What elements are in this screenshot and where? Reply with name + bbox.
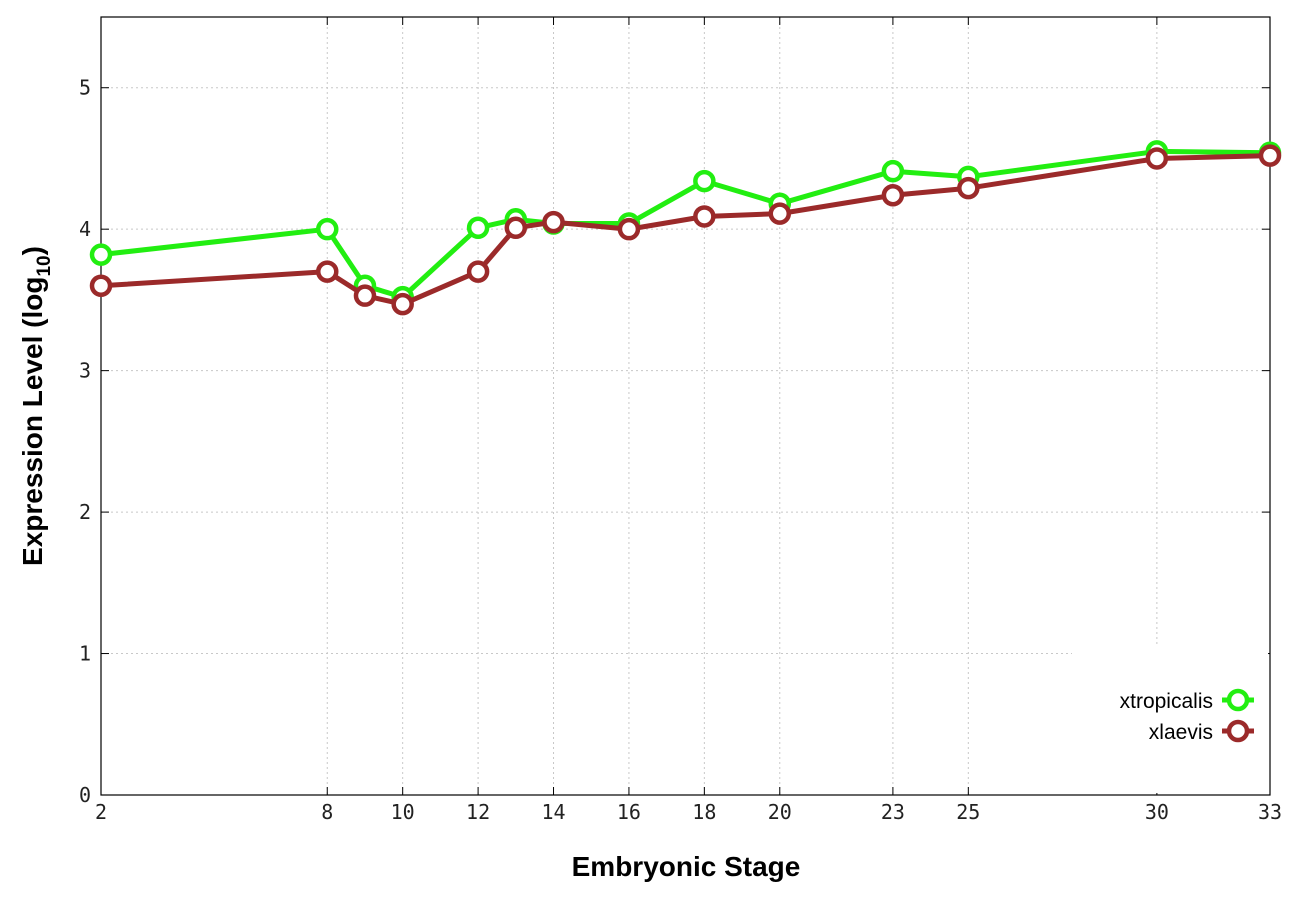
x-axis-title: Embryonic Stage (572, 851, 801, 882)
data-point (316, 260, 339, 283)
x-tick-label: 16 (617, 800, 641, 824)
y-axis-title: Expression Level (log10) (17, 246, 55, 566)
data-point (693, 205, 716, 228)
x-tick-label: 30 (1145, 800, 1169, 824)
data-point (881, 159, 905, 183)
data-point (1258, 144, 1282, 167)
legend-label: xtropicalis (1120, 690, 1213, 713)
data-point (881, 183, 905, 207)
x-tick-label: 2 (95, 800, 107, 824)
y-tick-label: 1 (79, 642, 91, 666)
plot-frame (100, 16, 1271, 796)
x-tick-label: 12 (466, 800, 490, 824)
y-tick-label: 2 (79, 500, 91, 524)
data-point (957, 176, 980, 200)
x-tick-label: 25 (956, 800, 980, 824)
x-tick-label: 23 (881, 800, 905, 824)
legend-marker (1226, 719, 1250, 743)
legend-background (1072, 645, 1268, 793)
legend-item-xtropicalis: xtropicalis (1120, 688, 1254, 713)
x-tick-label: 14 (541, 800, 565, 824)
y-tick-label: 3 (79, 359, 91, 383)
y-axis-title-main: Expression Level (log (17, 277, 48, 566)
data-point (768, 202, 792, 225)
data-point (316, 217, 339, 241)
data-point (89, 274, 113, 298)
data-point (89, 243, 113, 266)
y-axis-title-suffix: ) (17, 246, 48, 255)
series-line (100, 153, 1271, 307)
data-point (1145, 147, 1169, 170)
y-tick-label: 4 (79, 217, 91, 241)
series-xlaevis (89, 144, 1282, 316)
y-tick-label: 5 (79, 76, 91, 100)
data-point (353, 284, 377, 307)
data-point (466, 260, 490, 283)
data-point (693, 169, 716, 193)
series-layer (89, 140, 1282, 316)
y-axis-title-subscript: 10 (34, 255, 55, 276)
y-tick-label: 0 (79, 783, 91, 807)
x-tick-label: 10 (391, 800, 415, 824)
data-point (466, 216, 490, 240)
legend-marker (1226, 688, 1250, 712)
legend-label: xlaevis (1149, 721, 1213, 744)
x-tick-label: 20 (768, 800, 792, 824)
data-point (391, 292, 414, 316)
x-tick-label: 8 (321, 800, 333, 824)
x-tick-label: 33 (1258, 800, 1282, 824)
legend-item-xlaevis: xlaevis (1149, 719, 1254, 744)
data-point (542, 210, 565, 234)
data-point (504, 216, 528, 240)
x-tick-label: 18 (692, 800, 716, 824)
legend: xtropicalis xlaevis (1072, 645, 1268, 793)
data-point (617, 217, 641, 241)
